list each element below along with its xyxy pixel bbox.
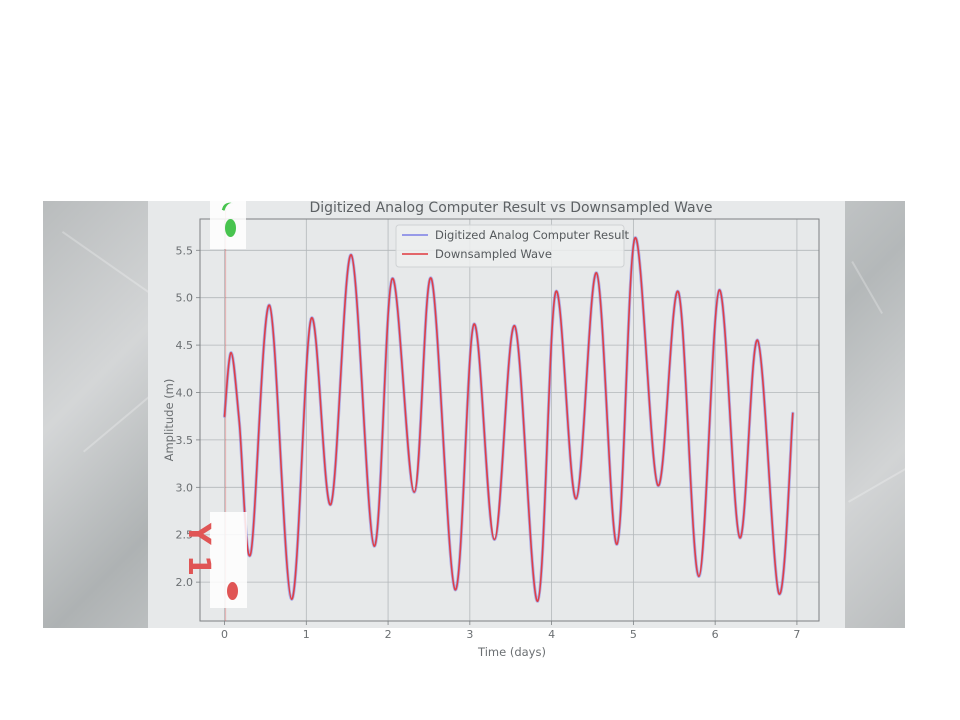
chart-title: Digitized Analog Computer Result vs Down… bbox=[309, 200, 712, 216]
legend-label-analog: Digitized Analog Computer Result bbox=[435, 228, 630, 242]
y-tick-label: 2.5 bbox=[176, 529, 194, 542]
x-tick-label: 6 bbox=[712, 628, 719, 641]
plot-frame bbox=[199, 218, 820, 622]
green-marker-dot bbox=[225, 219, 236, 237]
y-axis-label: Amplitude (m) bbox=[162, 379, 176, 462]
grid bbox=[200, 219, 819, 621]
y-tick-label: 2.0 bbox=[176, 576, 194, 589]
y-tick-label: 5.5 bbox=[176, 244, 194, 257]
axis-ticks: 0 1 2 3 4 5 6 7 2.0 2.5 3.0 3.5 4.0 4.5 5.0 5.5 bbox=[176, 244, 801, 641]
y-tick-label: 3.5 bbox=[176, 434, 194, 447]
x-tick-label: 2 bbox=[385, 628, 392, 641]
y-tick-label: 5.0 bbox=[176, 292, 194, 305]
series-lines bbox=[222, 209, 795, 621]
x-tick-label: 1 bbox=[303, 628, 310, 641]
legend-box bbox=[395, 224, 625, 268]
series-line-analog-result bbox=[222, 236, 795, 603]
y-tick-label: 4.0 bbox=[176, 387, 194, 400]
handwritten-label: Y 1 bbox=[181, 523, 216, 577]
legend-label-downsampled: Downsampled Wave bbox=[435, 247, 552, 261]
y-tick-label: 3.0 bbox=[176, 481, 194, 494]
legend: Digitized Analog Computer Result Downsam… bbox=[395, 224, 630, 268]
y-tick-label: 4.5 bbox=[176, 339, 194, 352]
x-tick-label: 3 bbox=[466, 628, 473, 641]
x-tick-label: 5 bbox=[630, 628, 637, 641]
series-line-downsampled bbox=[223, 237, 794, 602]
red-marker-dot bbox=[227, 582, 238, 600]
x-tick-label: 0 bbox=[221, 628, 228, 641]
x-tick-label: 4 bbox=[548, 628, 555, 641]
x-axis-label: Time (days) bbox=[477, 645, 546, 659]
x-tick-label: 7 bbox=[793, 628, 800, 641]
